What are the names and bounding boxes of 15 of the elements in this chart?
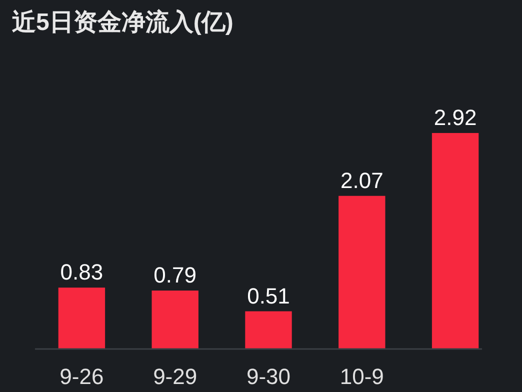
data-label: 0.83 <box>60 260 104 285</box>
chart-title: 近5日资金净流入(亿) <box>12 9 234 36</box>
bar <box>245 311 292 349</box>
data-label: 2.07 <box>340 168 384 193</box>
x-tick-label: 9-29 <box>153 364 198 389</box>
x-tick-label: 9-26 <box>60 364 104 389</box>
x-tick-label: 10-9 <box>340 364 384 389</box>
x-tick-label: 9-30 <box>246 364 291 389</box>
data-label: 0.79 <box>154 262 197 288</box>
data-label: 2.92 <box>434 105 477 130</box>
bar <box>152 290 198 349</box>
bar <box>58 288 106 349</box>
data-label: 0.51 <box>247 283 290 308</box>
bar <box>338 196 386 349</box>
bar <box>432 133 479 349</box>
